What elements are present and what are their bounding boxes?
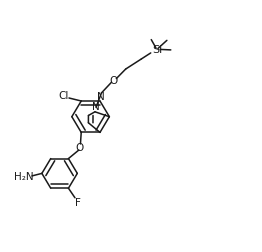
Text: N: N	[97, 91, 105, 101]
Text: F: F	[75, 197, 81, 207]
Text: Si: Si	[152, 45, 162, 55]
Text: H₂N: H₂N	[14, 171, 34, 181]
Text: O: O	[110, 76, 118, 86]
Text: Cl: Cl	[58, 91, 68, 101]
Text: N: N	[92, 102, 100, 112]
Text: O: O	[76, 142, 84, 152]
